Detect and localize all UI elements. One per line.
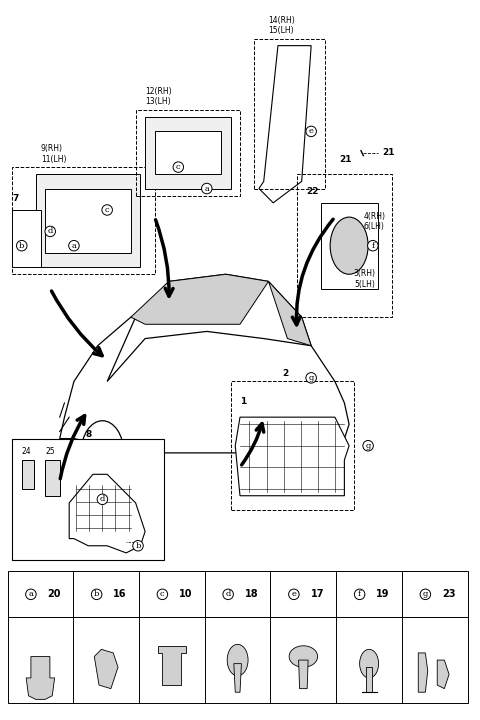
Text: 20: 20 <box>48 590 61 599</box>
Circle shape <box>269 440 287 466</box>
Circle shape <box>257 420 300 485</box>
Text: 4(RH)
6(LH): 4(RH) 6(LH) <box>363 212 385 231</box>
Polygon shape <box>157 646 186 685</box>
Bar <box>12 167 155 274</box>
Bar <box>8 571 468 703</box>
Text: f: f <box>358 590 361 598</box>
Bar <box>297 174 392 317</box>
Bar <box>12 438 164 560</box>
Bar <box>145 117 230 189</box>
Text: d: d <box>100 495 105 503</box>
Circle shape <box>227 644 248 676</box>
Text: 21: 21 <box>383 148 395 157</box>
Text: 22: 22 <box>306 186 319 196</box>
Text: 8: 8 <box>85 430 91 438</box>
Text: a: a <box>72 242 76 250</box>
Text: c: c <box>176 163 180 171</box>
Text: b: b <box>135 541 141 550</box>
Polygon shape <box>234 664 241 692</box>
Text: b: b <box>94 590 99 598</box>
Text: 3(RH)
5(LH): 3(RH) 5(LH) <box>354 269 376 289</box>
Circle shape <box>330 217 368 274</box>
Bar <box>46 189 131 253</box>
Bar <box>155 131 221 174</box>
Text: 9(RH)
11(LH): 9(RH) 11(LH) <box>41 144 66 163</box>
Bar <box>12 210 41 267</box>
Text: b: b <box>19 242 24 250</box>
Polygon shape <box>60 310 349 460</box>
Ellipse shape <box>289 646 318 667</box>
Bar <box>230 382 354 510</box>
Polygon shape <box>268 282 311 346</box>
Text: 24: 24 <box>22 447 31 456</box>
Text: f: f <box>372 242 374 250</box>
Polygon shape <box>107 274 311 382</box>
Text: 23: 23 <box>442 590 456 599</box>
Text: 18: 18 <box>245 590 258 599</box>
Text: 14(RH)
15(LH): 14(RH) 15(LH) <box>268 16 295 35</box>
Text: 19: 19 <box>376 590 390 599</box>
Text: g: g <box>309 374 314 382</box>
Text: g: g <box>365 442 371 450</box>
Polygon shape <box>69 474 145 553</box>
Polygon shape <box>94 649 118 688</box>
Text: c: c <box>160 590 165 598</box>
Circle shape <box>81 420 124 485</box>
Text: 12(RH)
13(LH): 12(RH) 13(LH) <box>145 87 172 107</box>
Bar <box>321 203 378 289</box>
Text: 7: 7 <box>12 194 19 203</box>
Circle shape <box>360 649 379 678</box>
Text: 17: 17 <box>311 590 324 599</box>
Polygon shape <box>299 660 308 688</box>
Bar <box>46 460 60 496</box>
Polygon shape <box>259 45 311 203</box>
Bar <box>36 174 140 267</box>
Polygon shape <box>26 657 55 699</box>
Polygon shape <box>131 274 268 324</box>
Text: d: d <box>48 228 53 235</box>
Text: g: g <box>423 590 428 598</box>
Text: 25: 25 <box>46 447 55 456</box>
Bar <box>22 460 34 489</box>
Text: e: e <box>309 127 313 135</box>
Text: c: c <box>105 206 109 214</box>
Text: d: d <box>226 590 231 598</box>
Bar <box>254 38 325 189</box>
Polygon shape <box>366 667 372 692</box>
Text: 1: 1 <box>240 397 246 406</box>
Text: 2: 2 <box>283 369 289 378</box>
Text: 21: 21 <box>340 155 352 163</box>
Text: 16: 16 <box>113 590 127 599</box>
Polygon shape <box>437 660 449 688</box>
Text: 10: 10 <box>179 590 192 599</box>
Circle shape <box>94 440 111 466</box>
Bar <box>136 110 240 196</box>
Text: a: a <box>28 590 33 598</box>
Text: a: a <box>204 184 209 192</box>
Polygon shape <box>235 417 349 496</box>
Text: e: e <box>291 590 296 598</box>
Polygon shape <box>418 653 428 692</box>
